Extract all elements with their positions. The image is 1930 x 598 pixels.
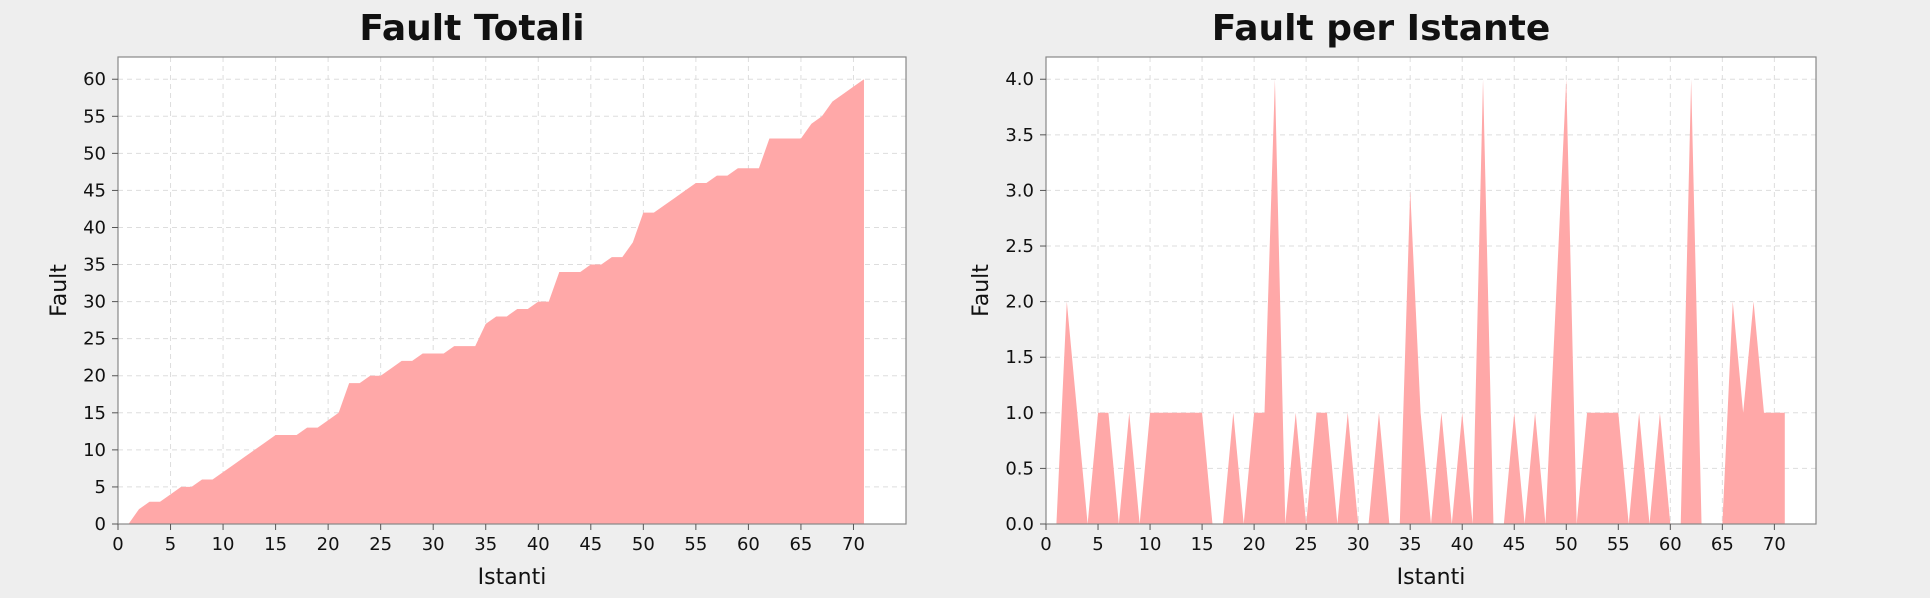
y-tick-label: 5 <box>95 477 106 498</box>
x-tick-label: 20 <box>1243 534 1266 555</box>
y-tick-label: 45 <box>83 180 106 201</box>
x-tick-label: 40 <box>1451 534 1474 555</box>
y-tick-label: 15 <box>83 403 106 424</box>
x-tick-label: 45 <box>579 534 602 555</box>
x-tick-label: 40 <box>527 534 550 555</box>
y-tick-label: 50 <box>83 143 106 164</box>
x-tick-label: 15 <box>264 534 287 555</box>
y-tick-label: 25 <box>83 329 106 350</box>
chart-title: Fault Totali <box>359 8 584 49</box>
x-tick-label: 50 <box>632 534 655 555</box>
chart-title: Fault per Istante <box>1212 8 1551 49</box>
x-tick-label: 10 <box>212 534 235 555</box>
y-tick-label: 40 <box>83 217 106 238</box>
x-tick-label: 60 <box>737 534 760 555</box>
x-tick-label: 25 <box>369 534 392 555</box>
x-tick-label: 20 <box>317 534 340 555</box>
y-tick-label: 30 <box>83 292 106 313</box>
x-tick-label: 15 <box>1191 534 1214 555</box>
y-tick-label: 3.0 <box>1005 180 1034 201</box>
x-tick-label: 60 <box>1659 534 1682 555</box>
y-tick-label: 0.5 <box>1005 458 1034 479</box>
chart-fault-per-istante-svg: Fault per Istante 0 5 10 15 20 25 30 35 40 45 50 55 6… <box>969 8 1817 590</box>
x-tick-label: 65 <box>1711 534 1734 555</box>
y-tick-label: 4.0 <box>1005 69 1034 90</box>
series-area <box>128 79 864 524</box>
y-tick-label: 20 <box>83 366 106 387</box>
plot-frame <box>117 56 907 525</box>
y-tick-label: 2.0 <box>1005 292 1034 313</box>
y-axis-label: Fault <box>47 264 72 317</box>
x-tick-label: 65 <box>789 534 812 555</box>
y-tick-label: 1.5 <box>1005 347 1034 368</box>
x-tick-label: 10 <box>1139 534 1162 555</box>
plot-frame <box>1045 56 1817 525</box>
x-tick-label: 70 <box>1763 534 1786 555</box>
x-tick-label: 45 <box>1503 534 1526 555</box>
x-tick-label: 35 <box>1399 534 1422 555</box>
y-tick-label: 3.5 <box>1005 125 1034 146</box>
x-tick-label: 5 <box>1092 534 1103 555</box>
x-tick-label: 55 <box>1607 534 1630 555</box>
x-tick-label: 25 <box>1295 534 1318 555</box>
y-tick-label: 1.0 <box>1005 403 1034 424</box>
y-tick-label: 0.0 <box>1005 514 1034 535</box>
y-tick-label: 0 <box>95 514 106 535</box>
x-tick-label: 30 <box>1347 534 1370 555</box>
x-tick-label: 70 <box>842 534 865 555</box>
chart-fault-per-istante: Fault per Istante 0 5 10 15 20 25 30 35 40 45 50 55 6… <box>940 0 1930 598</box>
chart-fault-totali: Fault Totali 0 5 10 15 20 25 30 35 40 45 50 55 60 65 70… <box>0 0 940 598</box>
y-axis-label: Fault <box>969 264 994 317</box>
x-tick-label: 5 <box>165 534 176 555</box>
x-axis-label: Istanti <box>478 565 547 590</box>
x-tick-label: 0 <box>1040 534 1051 555</box>
y-tick-label: 10 <box>83 440 106 461</box>
x-tick-label: 30 <box>422 534 445 555</box>
y-tick-label: 35 <box>83 255 106 276</box>
y-tick-label: 2.5 <box>1005 236 1034 257</box>
x-axis-label: Istanti <box>1397 565 1466 590</box>
y-tick-label: 55 <box>83 106 106 127</box>
x-tick-label: 0 <box>112 534 123 555</box>
x-tick-label: 35 <box>474 534 497 555</box>
series-area <box>1056 79 1785 524</box>
x-tick-label: 50 <box>1555 534 1578 555</box>
y-tick-label: 60 <box>83 69 106 90</box>
x-tick-label: 55 <box>684 534 707 555</box>
